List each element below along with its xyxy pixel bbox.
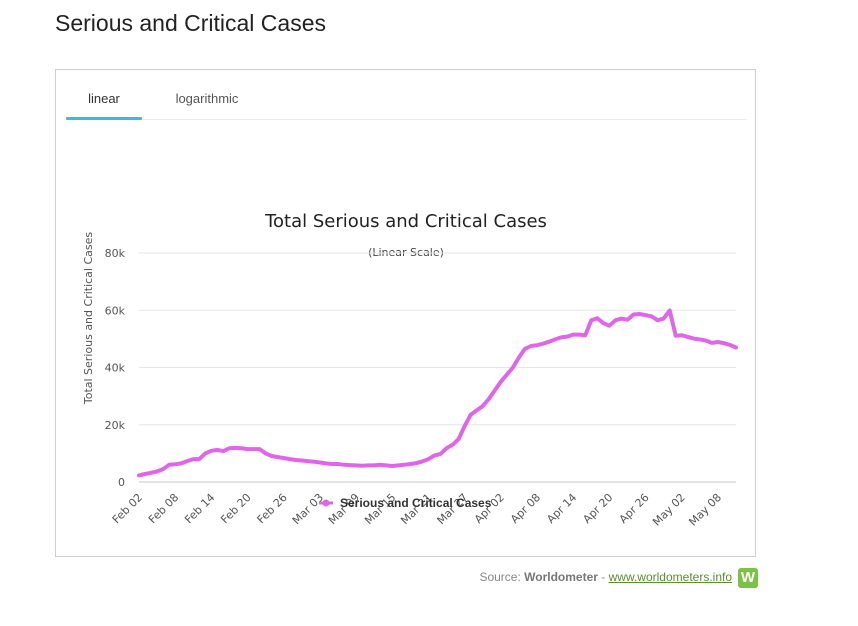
x-tick-label: Mar 03: [290, 491, 326, 527]
page-title: Serious and Critical Cases: [55, 10, 327, 36]
x-tick-label: May 02: [650, 491, 688, 529]
x-tick-label: Feb 26: [255, 491, 290, 526]
tab-logarithmic-label: logarithmic: [175, 91, 239, 106]
x-tick-label: Apr 08: [508, 491, 543, 526]
y-tick-label: 80k: [105, 247, 126, 260]
grid-lines: [139, 252, 736, 483]
x-tick-label: Feb 20: [218, 491, 253, 526]
y-tick-label: 40k: [105, 362, 126, 375]
source-prefix: Source:: [479, 570, 525, 584]
series-line-group: [137, 308, 738, 478]
worldometer-logo-icon[interactable]: W: [738, 568, 758, 588]
x-tick-label: Feb 14: [182, 491, 217, 526]
x-tick-label: Feb 02: [110, 491, 145, 526]
y-tick-label: 60k: [105, 304, 126, 317]
y-tick-label: 0: [118, 476, 125, 489]
chart-card: linear logarithmic Total Serious and Cri…: [55, 69, 756, 557]
x-tick-label: Apr 26: [617, 491, 652, 526]
y-tick-label: 20k: [105, 419, 126, 432]
source-separator: -: [597, 570, 609, 584]
tab-logarithmic[interactable]: logarithmic: [162, 70, 252, 118]
source-credit: Source: Worldometer - www.worldometers.i…: [479, 570, 732, 584]
legend-item[interactable]: Serious and Critical Cases: [319, 496, 492, 510]
legend-marker: [322, 499, 330, 507]
y-tick-labels: 0 20k 40k 60k 80k: [105, 247, 126, 489]
scale-tabs: linear logarithmic: [66, 70, 747, 120]
chart-title: Total Serious and Critical Cases: [264, 211, 547, 232]
chart: Total Serious and Critical Cases (Linear…: [82, 211, 738, 529]
source-name: Worldometer: [524, 570, 598, 584]
tab-linear-label: linear: [88, 91, 120, 106]
active-tab-indicator: [66, 117, 142, 120]
x-tick-label: Apr 14: [544, 491, 579, 526]
source-link[interactable]: www.worldometers.info: [608, 570, 732, 584]
tab-linear[interactable]: linear: [66, 70, 142, 120]
x-tick-label: Feb 08: [146, 491, 181, 526]
y-axis-label: Total Serious and Critical Cases: [82, 232, 95, 406]
x-tick-label: Apr 20: [580, 491, 615, 526]
series-line[interactable]: [137, 308, 738, 478]
legend-label: Serious and Critical Cases: [340, 496, 492, 510]
x-tick-label: May 08: [686, 491, 724, 529]
